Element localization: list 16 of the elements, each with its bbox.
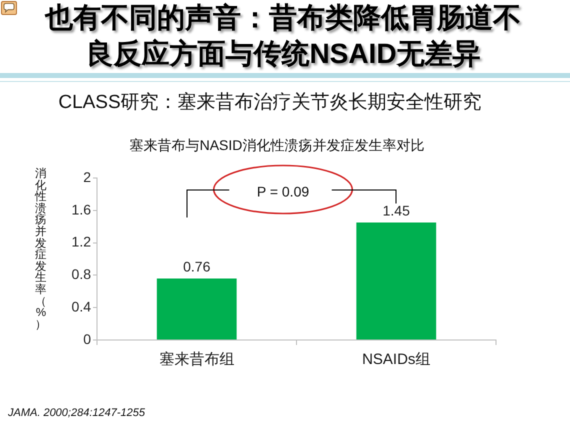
y-tick-label: 0.8 [72,266,92,282]
y-tick-label: 1.6 [72,201,92,218]
x-tick-label: NSAIDs组 [362,351,430,368]
y-tick-label: 0 [83,330,92,347]
data-label: 0.76 [183,258,211,274]
text: 消化性溃疡并发症发生率（%） [35,168,47,331]
y-tick-label: 1.2 [72,234,92,250]
annotation: P = 0.09 [256,183,310,200]
text: 塞来昔布与NASID消化性溃疡并发症发生率对比 [128,136,426,154]
chart-title: 也有不同的声音：昔布类降低胃肠道不良反应方面与传统NSAID无差异 [44,1,522,71]
y-tick-label: 0.4 [72,298,92,314]
data-label: 1.45 [382,202,410,218]
x-tick-label: 塞来昔布组 [159,351,234,368]
chart-subtitle: CLASS研究：塞来昔布治疗关节炎长期安全性研究 [57,91,483,115]
text: JAMA. 2000;284:1247-1255 [8,406,145,420]
y-tick-label: 2 [83,168,92,185]
